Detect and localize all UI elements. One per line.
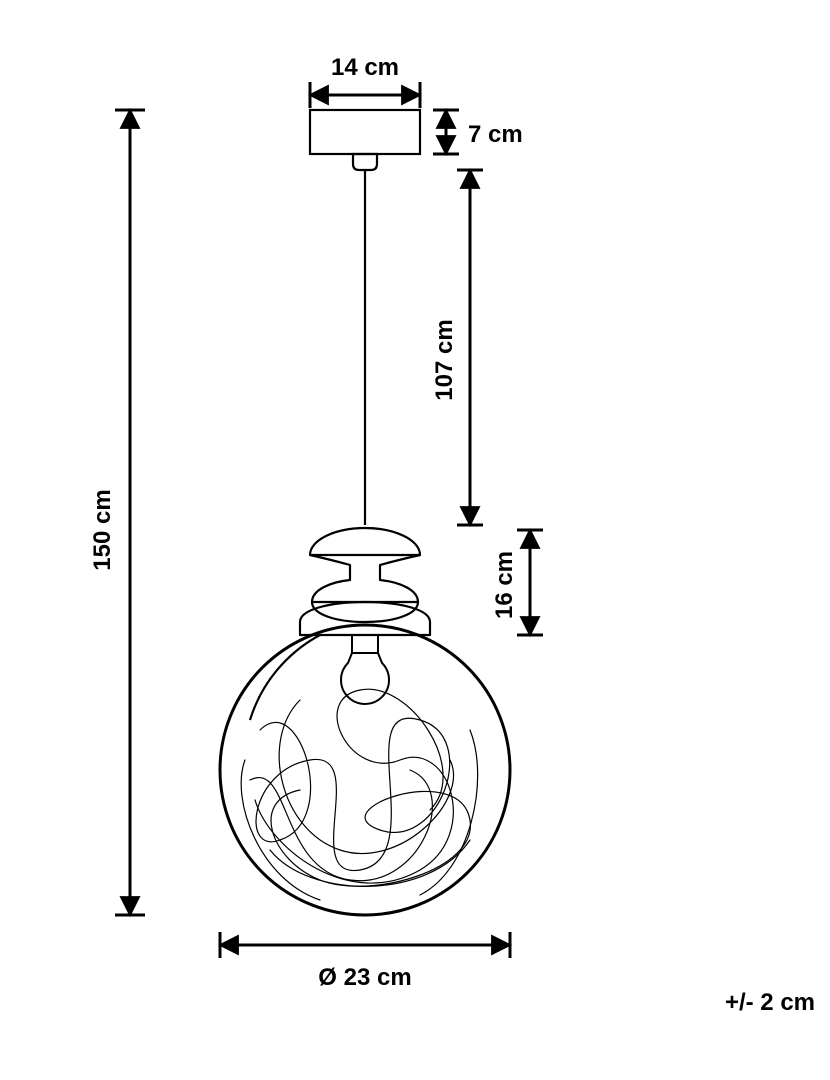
wire-tangle — [241, 689, 477, 900]
label-socket-height: 16 cm — [491, 551, 518, 619]
label-canopy-height: 7 cm — [468, 121, 523, 148]
label-total-height: 150 cm — [89, 489, 116, 570]
dim-canopy-height: 7 cm — [433, 110, 523, 154]
dim-cord-length: 107 cm — [431, 170, 483, 525]
socket — [300, 528, 430, 635]
dim-diameter: Ø 23 cm — [220, 932, 510, 991]
label-cord-length: 107 cm — [431, 319, 458, 400]
bulb — [341, 635, 389, 704]
dim-canopy-width: 14 cm — [310, 54, 420, 108]
lamp-dimension-diagram: 150 cm 14 cm 7 cm 107 cm 16 cm Ø 23 cm +… — [0, 0, 830, 1080]
globe — [220, 625, 510, 915]
label-diameter: Ø 23 cm — [318, 964, 411, 991]
dim-socket-height: 16 cm — [491, 530, 543, 635]
label-tolerance: +/- 2 cm — [725, 989, 815, 1016]
label-canopy-width: 14 cm — [331, 54, 399, 81]
canopy — [310, 110, 420, 154]
dim-total-height: 150 cm — [89, 110, 145, 915]
